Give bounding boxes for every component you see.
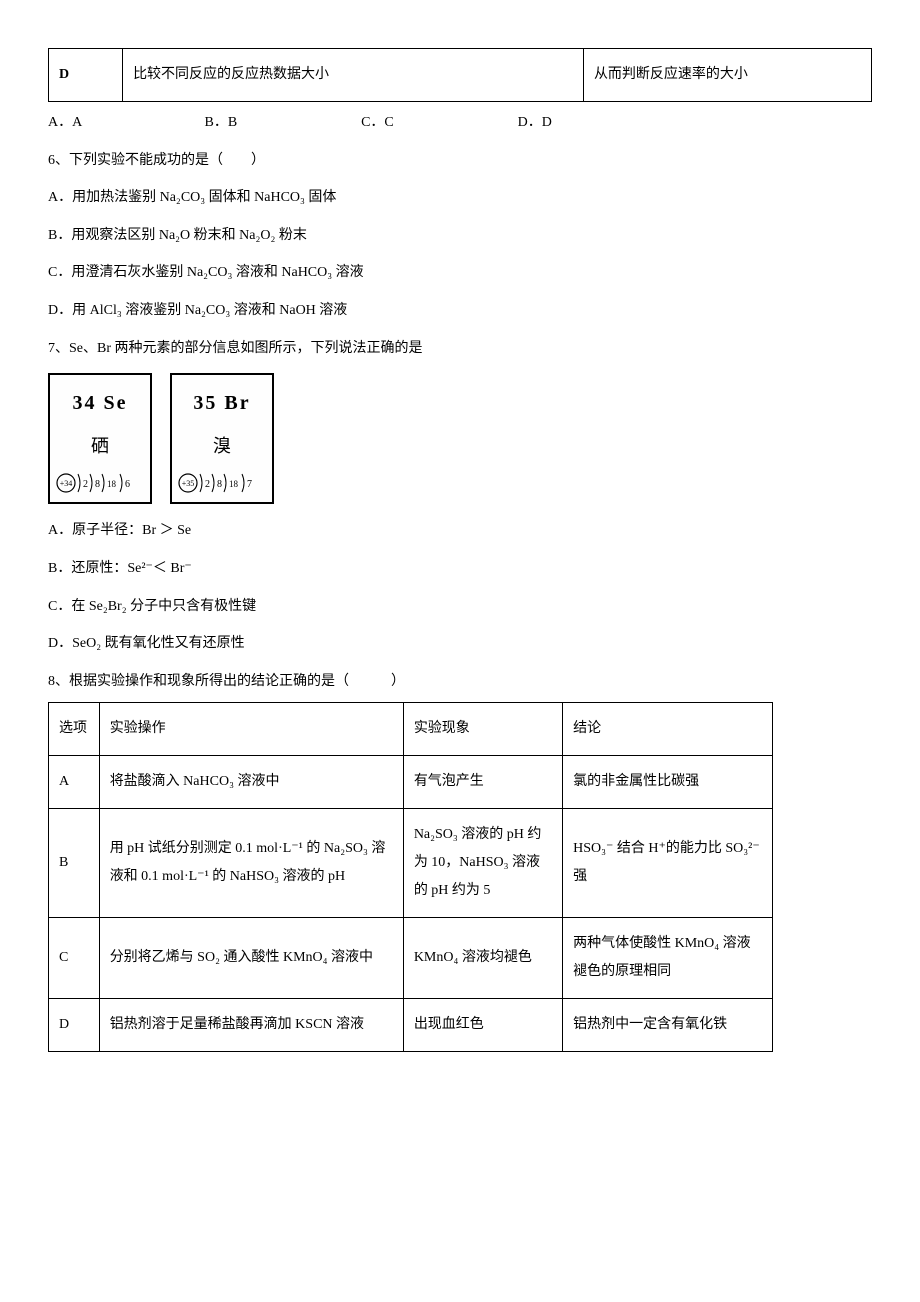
q7-b: B．还原性：Se²⁻＜ Br⁻ — [48, 552, 872, 586]
row-label: D — [49, 999, 100, 1052]
q7-a: A．原子半径：Br ＞ Se — [48, 514, 872, 548]
row-left: 比较不同反应的反应热数据大小 — [123, 49, 584, 102]
header-conc: 结论 — [563, 703, 773, 756]
header-op: 实验操作 — [99, 703, 403, 756]
q7-stem: 7、Se、Br 两种元素的部分信息如图所示，下列说法正确的是 — [48, 332, 872, 366]
svg-text:+35: +35 — [182, 479, 195, 488]
q6-a: A．用加热法鉴别 Na₂CO₃ 固体和 NaHCO₃ 固体 — [48, 181, 872, 215]
table-row: D 比较不同反应的反应热数据大小 从而判断反应速率的大小 — [49, 49, 872, 102]
row-phen: 出现血红色 — [403, 999, 562, 1052]
shell-icon: +35 2 8 18 7 — [174, 470, 270, 496]
card-br-name: 溴 — [172, 425, 272, 468]
table-row: C 分别将乙烯与 SO₂ 通入酸性 KMnO₄ 溶液中 KMnO₄ 溶液均褪色 … — [49, 918, 773, 999]
header-opt: 选项 — [49, 703, 100, 756]
svg-text:2: 2 — [205, 479, 210, 490]
row-phen: 有气泡产生 — [403, 756, 562, 809]
q6-b: B．用观察法区别 Na₂O 粉末和 Na₂O₂ 粉末 — [48, 219, 872, 253]
q6-d: D．用 AlCl₃ 溶液鉴别 Na₂CO₃ 溶液和 NaOH 溶液 — [48, 294, 872, 328]
svg-text:2: 2 — [83, 479, 88, 490]
table-header-row: 选项 实验操作 实验现象 结论 — [49, 703, 773, 756]
row-op: 分别将乙烯与 SO₂ 通入酸性 KMnO₄ 溶液中 — [99, 918, 403, 999]
table-row: D 铝热剂溶于足量稀盐酸再滴加 KSCN 溶液 出现血红色 铝热剂中一定含有氧化… — [49, 999, 773, 1052]
svg-text:6: 6 — [125, 479, 130, 490]
card-br-num: 35 Br — [172, 379, 272, 427]
element-cards: 34 Se 硒 +34 2 8 18 6 35 Br 溴 +35 — [48, 373, 872, 504]
svg-text:18: 18 — [229, 479, 239, 489]
svg-text:8: 8 — [217, 479, 222, 490]
card-se-shell: +34 2 8 18 6 — [50, 470, 150, 496]
choice-b: B．B — [205, 106, 362, 140]
q8-stem: 8、根据实验操作和现象所得出的结论正确的是（ ） — [48, 665, 872, 699]
header-phen: 实验现象 — [403, 703, 562, 756]
row-conc: 氯的非金属性比碳强 — [563, 756, 773, 809]
row-conc: 铝热剂中一定含有氧化铁 — [563, 999, 773, 1052]
q7-d: D．SeO₂ 既有氧化性又有还原性 — [48, 627, 872, 661]
card-br-shell: +35 2 8 18 7 — [172, 470, 272, 496]
svg-text:8: 8 — [95, 479, 100, 490]
table-row: B 用 pH 试纸分别测定 0.1 mol·L⁻¹ 的 Na₂SO₃ 溶液和 0… — [49, 809, 773, 918]
row-op: 用 pH 试纸分别测定 0.1 mol·L⁻¹ 的 Na₂SO₃ 溶液和 0.1… — [99, 809, 403, 918]
row-phen: Na₂SO₃ 溶液的 pH 约为 10，NaHSO₃ 溶液的 pH 约为 5 — [403, 809, 562, 918]
shell-icon: +34 2 8 18 6 — [52, 470, 148, 496]
row-conc: 两种气体使酸性 KMnO₄ 溶液褪色的原理相同 — [563, 918, 773, 999]
q7-c: C．在 Se₂Br₂ 分子中只含有极性键 — [48, 590, 872, 624]
q8-table: 选项 实验操作 实验现象 结论 A 将盐酸滴入 NaHCO₃ 溶液中 有气泡产生… — [48, 702, 773, 1052]
row-label: A — [49, 756, 100, 809]
row-right: 从而判断反应速率的大小 — [583, 49, 871, 102]
row-label: B — [49, 809, 100, 918]
card-br: 35 Br 溴 +35 2 8 18 7 — [170, 373, 274, 504]
choice-c: C．C — [361, 106, 518, 140]
choice-a: A．A — [48, 106, 205, 140]
q5-choices: A．A B．B C．C D．D — [48, 106, 872, 140]
table-row: A 将盐酸滴入 NaHCO₃ 溶液中 有气泡产生 氯的非金属性比碳强 — [49, 756, 773, 809]
svg-text:7: 7 — [247, 479, 252, 490]
card-se-name: 硒 — [50, 425, 150, 468]
card-se-num: 34 Se — [50, 379, 150, 427]
card-se: 34 Se 硒 +34 2 8 18 6 — [48, 373, 152, 504]
choice-d: D．D — [518, 106, 675, 140]
row-phen: KMnO₄ 溶液均褪色 — [403, 918, 562, 999]
q6-stem: 6、下列实验不能成功的是（ ） — [48, 144, 872, 178]
row-label: D — [49, 49, 123, 102]
row-conc: HSO₃⁻ 结合 H⁺的能力比 SO₃²⁻ 强 — [563, 809, 773, 918]
row-label: C — [49, 918, 100, 999]
row-op: 将盐酸滴入 NaHCO₃ 溶液中 — [99, 756, 403, 809]
svg-text:+34: +34 — [60, 479, 73, 488]
q6-c: C．用澄清石灰水鉴别 Na₂CO₃ 溶液和 NaHCO₃ 溶液 — [48, 256, 872, 290]
svg-text:18: 18 — [107, 479, 117, 489]
top-table: D 比较不同反应的反应热数据大小 从而判断反应速率的大小 — [48, 48, 872, 102]
row-op: 铝热剂溶于足量稀盐酸再滴加 KSCN 溶液 — [99, 999, 403, 1052]
